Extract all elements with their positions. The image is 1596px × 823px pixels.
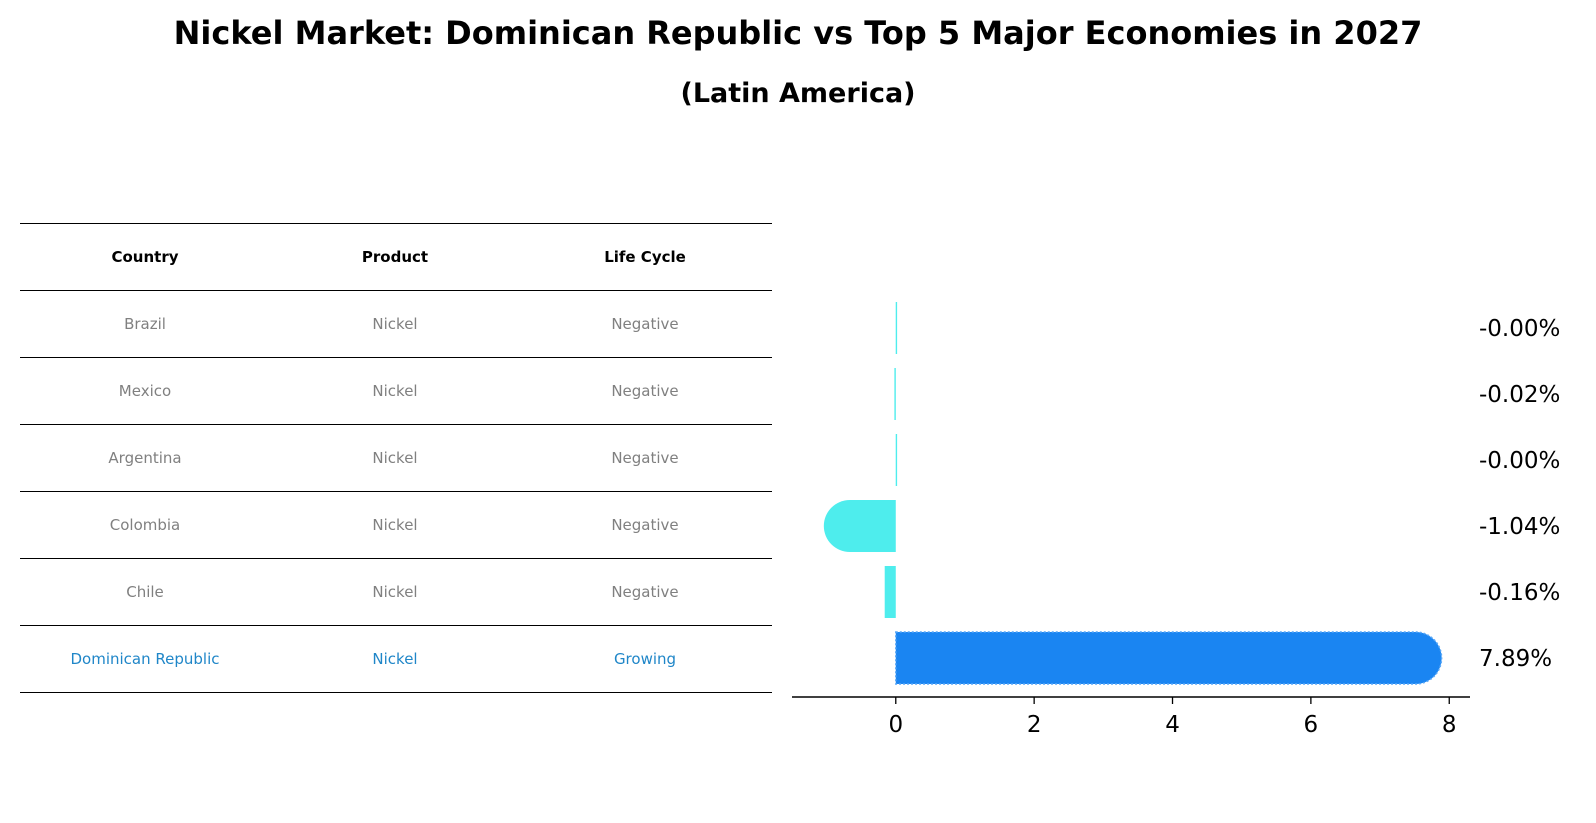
product-cell: Nickel bbox=[372, 516, 418, 534]
product-cell: Nickel bbox=[372, 650, 418, 668]
life-cycle-cell: Negative bbox=[611, 449, 679, 467]
table-row: Argentina Nickel Negative bbox=[20, 424, 772, 491]
country-cell: Chile bbox=[126, 583, 164, 601]
header-life-cycle: Life Cycle bbox=[604, 248, 686, 266]
country-cell: Argentina bbox=[108, 449, 182, 467]
chart-subtitle: (Latin America) bbox=[680, 78, 916, 109]
table-row-highlight: Dominican Republic Nickel Growing bbox=[20, 625, 772, 693]
value-label: -0.00% bbox=[1479, 316, 1560, 342]
value-label: -0.02% bbox=[1479, 382, 1560, 408]
table-header-row: Country Product Life Cycle bbox=[20, 223, 772, 290]
country-cell: Colombia bbox=[109, 516, 181, 534]
bar-brazil bbox=[895, 302, 898, 354]
header-country: Country bbox=[111, 248, 179, 266]
life-cycle-cell: Negative bbox=[611, 583, 679, 601]
product-cell: Nickel bbox=[372, 583, 418, 601]
x-tick-label: 0 bbox=[888, 712, 903, 738]
bar-argentina bbox=[895, 434, 898, 486]
table-row: Mexico Nickel Negative bbox=[20, 357, 772, 424]
comparison-table: Country Product Life Cycle Brazil Nickel… bbox=[20, 223, 772, 693]
value-label: -1.04% bbox=[1479, 514, 1560, 540]
table-row: Brazil Nickel Negative bbox=[20, 290, 772, 357]
header-product: Product bbox=[361, 248, 429, 266]
value-label: -0.00% bbox=[1479, 448, 1560, 474]
x-tick-label: 8 bbox=[1442, 712, 1457, 738]
bar-chile bbox=[884, 566, 896, 618]
bar-mexico bbox=[894, 368, 896, 420]
table-row: Chile Nickel Negative bbox=[20, 558, 772, 625]
value-label: 7.89% bbox=[1479, 646, 1552, 672]
x-tick-label: 4 bbox=[1165, 712, 1180, 738]
x-tick-label: 2 bbox=[1027, 712, 1042, 738]
country-cell: Brazil bbox=[124, 315, 166, 333]
product-cell: Nickel bbox=[372, 315, 418, 333]
product-cell: Nickel bbox=[372, 382, 418, 400]
table-row: Colombia Nickel Negative bbox=[20, 491, 772, 558]
life-cycle-cell: Negative bbox=[611, 516, 679, 534]
life-cycle-cell: Negative bbox=[611, 382, 679, 400]
chart-title: Nickel Market: Dominican Republic vs Top… bbox=[173, 14, 1423, 52]
country-cell: Dominican Republic bbox=[70, 650, 220, 668]
bar-colombia bbox=[823, 500, 896, 552]
value-label: -0.16% bbox=[1479, 580, 1560, 606]
product-cell: Nickel bbox=[372, 449, 418, 467]
life-cycle-cell: Growing bbox=[613, 650, 677, 668]
bar-dominican-republic bbox=[895, 631, 1443, 685]
life-cycle-cell: Negative bbox=[611, 315, 679, 333]
x-tick-label: 6 bbox=[1304, 712, 1319, 738]
country-cell: Mexico bbox=[118, 382, 172, 400]
